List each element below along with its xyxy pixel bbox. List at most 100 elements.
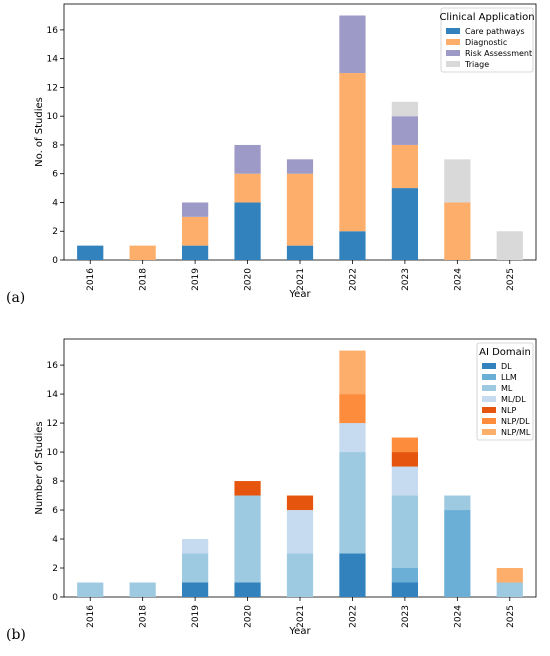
legend-swatch bbox=[482, 385, 496, 391]
x-tick-label: 2023 bbox=[401, 605, 411, 628]
legend-swatch bbox=[482, 374, 496, 380]
y-tick-label: 14 bbox=[47, 55, 59, 65]
y-tick-label: 2 bbox=[52, 564, 58, 574]
x-tick-label: 2020 bbox=[244, 605, 254, 628]
bar-ml-2023 bbox=[391, 495, 418, 569]
x-tick-label: 2023 bbox=[401, 268, 411, 291]
bar-care-pathways-2020 bbox=[234, 202, 261, 260]
legend-entry: Triage bbox=[464, 60, 489, 69]
bar-risk-assessment-2019 bbox=[182, 202, 209, 217]
bar-nlp-2020 bbox=[234, 481, 261, 496]
bar-care-pathways-2021 bbox=[286, 245, 314, 260]
x-axis-label: Year bbox=[288, 626, 311, 637]
y-tick-label: 0 bbox=[52, 256, 58, 266]
bar-dl-2023 bbox=[391, 582, 418, 597]
bar-ml-2018 bbox=[129, 582, 156, 597]
bar-ml-2024 bbox=[444, 495, 471, 511]
y-tick-label: 16 bbox=[47, 26, 59, 36]
x-tick-label: 2018 bbox=[139, 605, 149, 628]
bar-triage-2023 bbox=[391, 101, 418, 117]
y-tick-label: 8 bbox=[52, 477, 58, 487]
legend-entry: LLM bbox=[501, 373, 517, 382]
bar-diagnostic-2021 bbox=[286, 173, 314, 246]
y-tick-label: 12 bbox=[47, 83, 58, 93]
bar-nlp-2021 bbox=[286, 495, 314, 511]
bar-dl-2019 bbox=[182, 582, 209, 597]
bar-risk-assessment-2023 bbox=[391, 116, 418, 145]
bar-ml-2016 bbox=[77, 582, 104, 597]
bar-diagnostic-2018 bbox=[129, 245, 156, 260]
x-tick-label: 2022 bbox=[348, 605, 358, 628]
bar-ml-dl-2023 bbox=[391, 466, 418, 496]
legend-box bbox=[440, 7, 534, 73]
bar-diagnostic-2024 bbox=[444, 202, 471, 260]
bar-triage-2024 bbox=[444, 159, 471, 203]
bar-ml-dl-2019 bbox=[182, 539, 209, 554]
legend-swatch bbox=[446, 50, 460, 56]
legend-swatch bbox=[446, 28, 460, 34]
legend-swatch bbox=[482, 396, 496, 402]
legend-title: AI Domain bbox=[479, 347, 531, 358]
legend-title: Clinical Application bbox=[439, 12, 534, 23]
y-tick-label: 8 bbox=[52, 141, 58, 151]
y-tick-label: 2 bbox=[52, 227, 58, 237]
y-tick-label: 14 bbox=[47, 390, 59, 400]
legend-entry: NLP/DL bbox=[501, 417, 530, 426]
y-tick-label: 4 bbox=[52, 535, 58, 545]
bar-llm-2024 bbox=[444, 510, 471, 597]
legend-swatch bbox=[482, 418, 496, 424]
bar-risk-assessment-2020 bbox=[234, 144, 261, 174]
panel-label-1: (a) bbox=[6, 290, 25, 306]
x-tick-label: 2024 bbox=[453, 605, 463, 628]
bar-risk-assessment-2021 bbox=[286, 159, 314, 174]
bar-diagnostic-2019 bbox=[182, 216, 209, 246]
bar-diagnostic-2020 bbox=[234, 173, 261, 203]
bar-nlp-dl-2022 bbox=[339, 394, 366, 424]
legend-entry: NLP/ML bbox=[501, 428, 531, 437]
legend-entry: ML bbox=[501, 384, 513, 393]
x-tick-label: 2018 bbox=[139, 268, 149, 291]
chart-panel-1: 0 2 4 6 8 10 12 14 16 2016 2018 2019 2020 2021 2022 202… bbox=[34, 3, 537, 300]
x-tick-label: 2019 bbox=[191, 605, 201, 628]
legend-entry: Diagnostic bbox=[465, 38, 507, 47]
x-tick-label: 2022 bbox=[348, 268, 358, 291]
x-tick-label: 2016 bbox=[86, 268, 96, 291]
legend-swatch bbox=[482, 363, 496, 369]
bar-ml-2025 bbox=[496, 582, 523, 597]
legend-swatch bbox=[446, 39, 460, 45]
x-axis-label: Year bbox=[288, 289, 311, 300]
x-tick-label: 2021 bbox=[296, 268, 306, 291]
legend-entry: Risk Assessment bbox=[465, 49, 532, 58]
legend: AI Domain DL LLM ML ML/DL NLP NLP/DL NLP/ML bbox=[476, 342, 534, 441]
x-tick-label: 2025 bbox=[506, 268, 516, 291]
bar-care-pathways-2019 bbox=[182, 245, 209, 260]
y-tick-label: 12 bbox=[47, 419, 58, 429]
bar-nlp-ml-2022 bbox=[339, 350, 366, 395]
y-tick-label: 0 bbox=[52, 593, 58, 603]
bar-nlp-2023 bbox=[391, 452, 418, 467]
y-axis-label: No. of Studies bbox=[34, 97, 45, 167]
y-tick-label: 10 bbox=[47, 448, 59, 458]
bar-care-pathways-2023 bbox=[391, 188, 418, 260]
y-tick-label: 4 bbox=[52, 198, 58, 208]
bar-ml-2022 bbox=[339, 452, 366, 554]
y-axis-label: Number of Studies bbox=[34, 421, 45, 514]
legend-entry: Care pathways bbox=[465, 27, 525, 36]
panel-label-2: (b) bbox=[6, 627, 26, 643]
y-tick-label: 10 bbox=[47, 112, 59, 122]
bar-dl-2022 bbox=[339, 553, 366, 597]
bar-diagnostic-2023 bbox=[391, 144, 418, 189]
bar-ml-dl-2022 bbox=[339, 423, 366, 453]
x-tick-label: 2016 bbox=[86, 605, 96, 628]
x-tick-label: 2019 bbox=[191, 268, 201, 291]
bar-dl-2020 bbox=[234, 582, 261, 597]
chart-panel-2: 0 2 4 6 8 10 12 14 16 2016 2018 2019 2020 2021 2022 202… bbox=[34, 338, 537, 637]
x-tick-label: 2024 bbox=[453, 268, 463, 291]
x-tick-label: 2025 bbox=[506, 605, 516, 628]
legend-entry: DL bbox=[501, 362, 512, 371]
bar-nlp-ml-2025 bbox=[496, 568, 523, 583]
legend-swatch bbox=[482, 407, 496, 413]
bar-ml-dl-2021 bbox=[286, 510, 314, 554]
y-tick-label: 6 bbox=[52, 506, 58, 516]
